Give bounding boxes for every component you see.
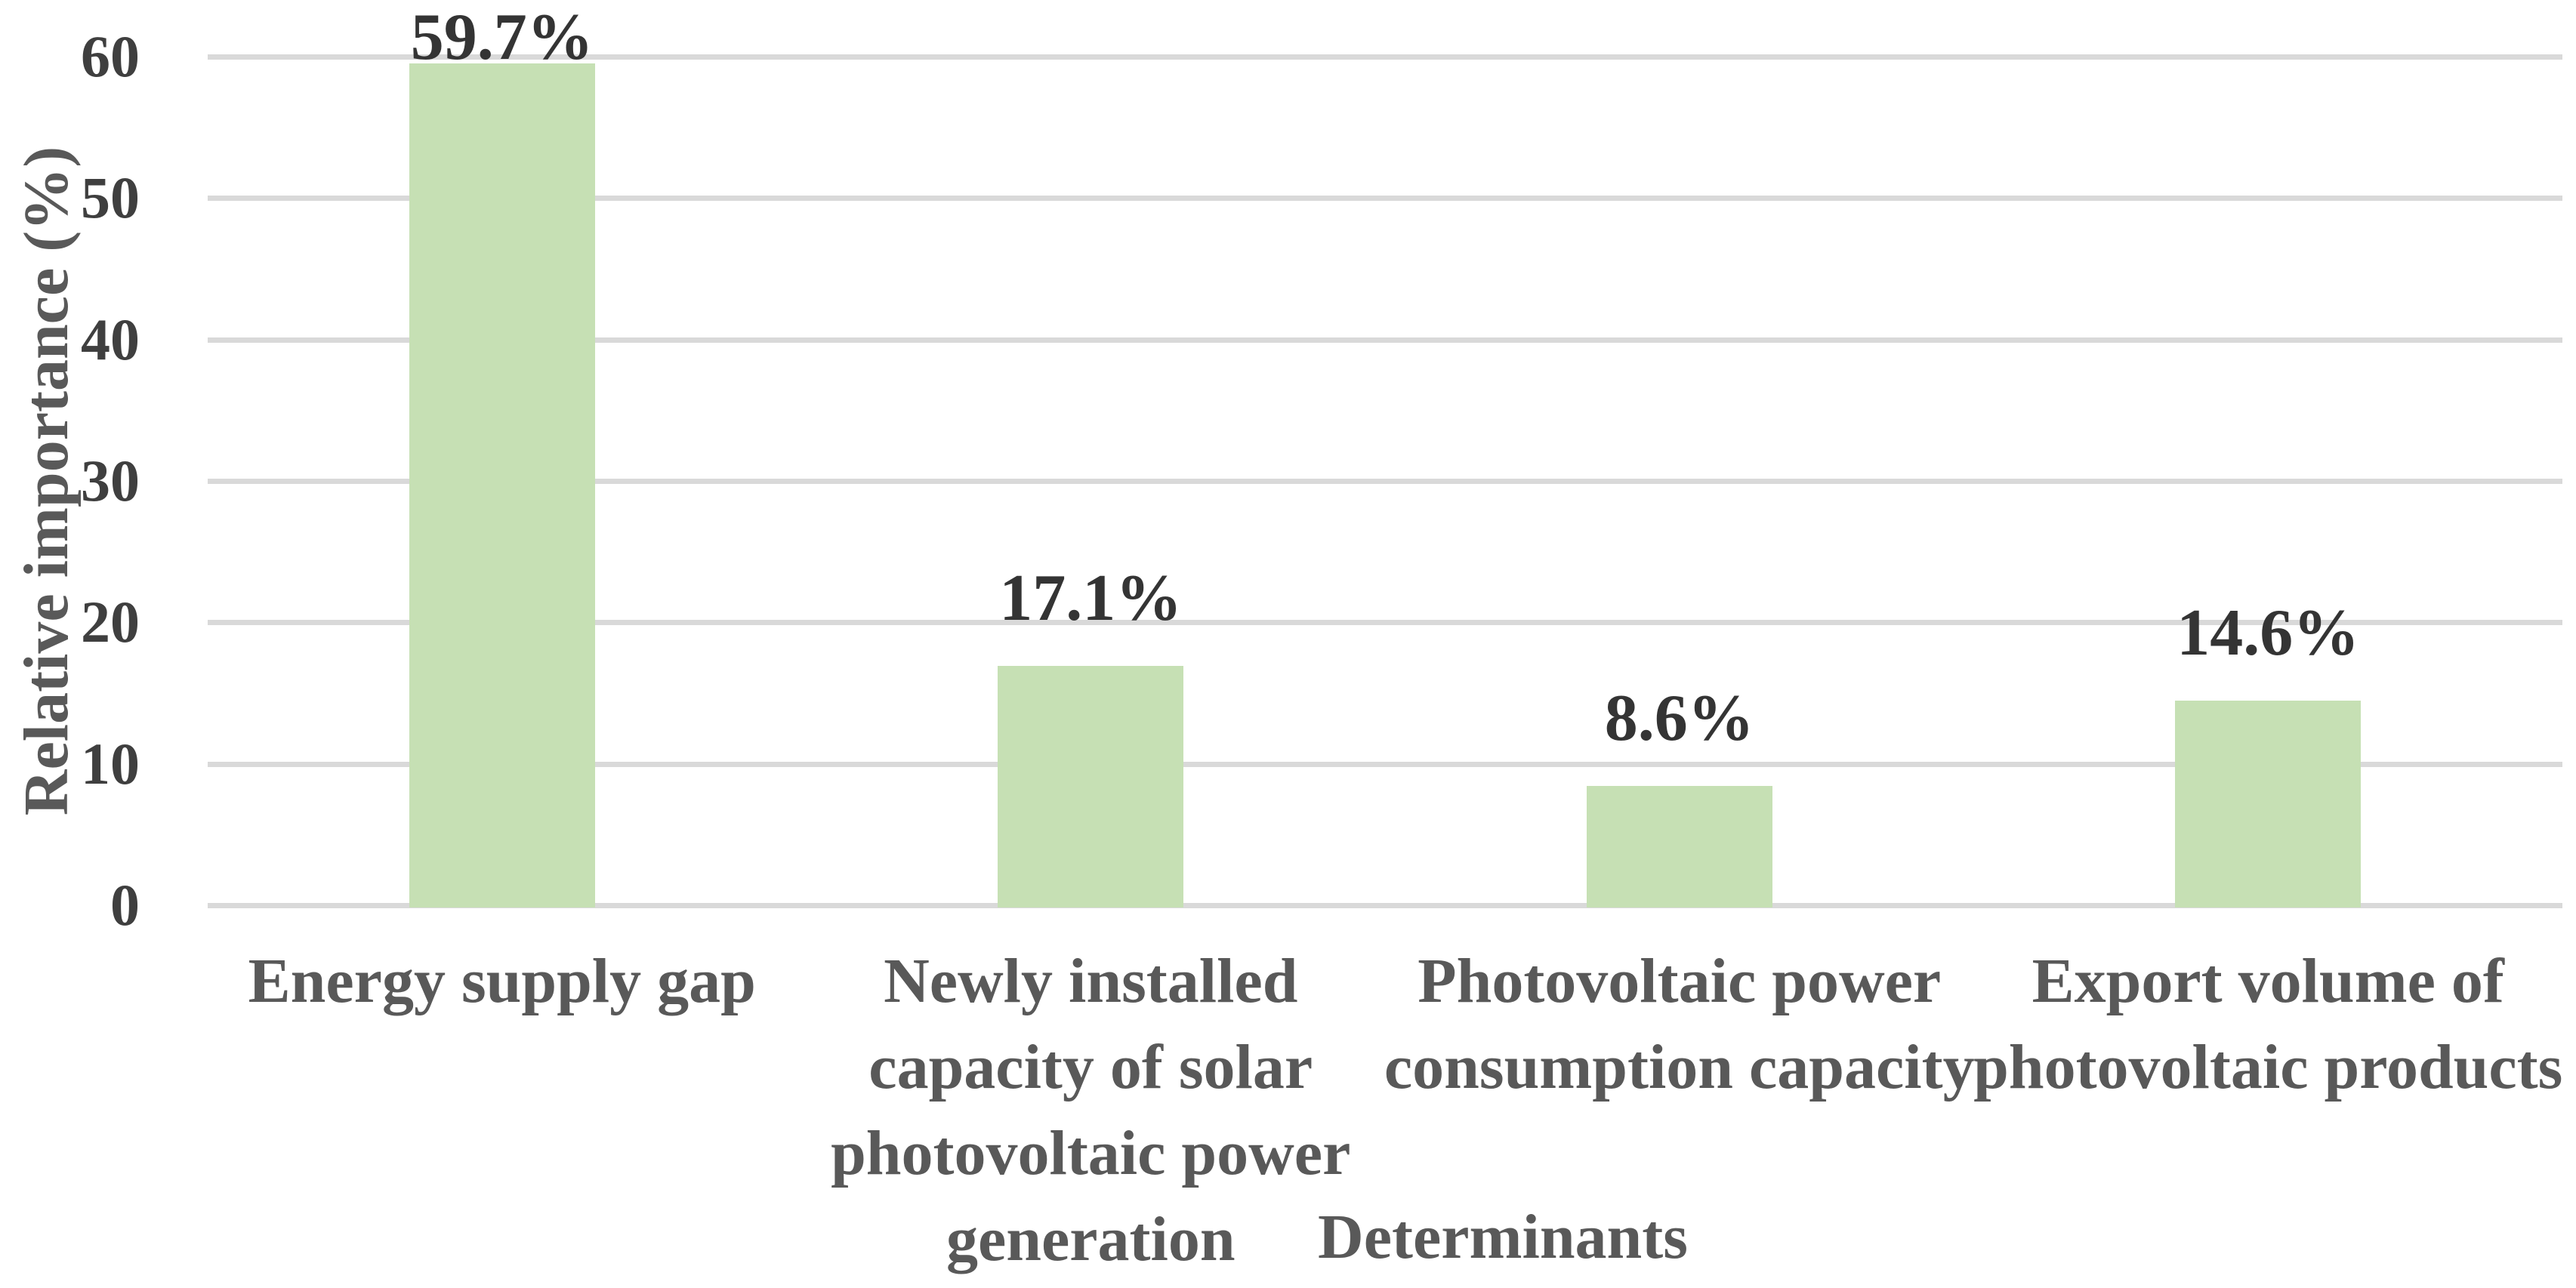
gridline-60: [208, 54, 2562, 60]
gridline-10: [208, 761, 2562, 767]
y-tick-label-0: 0: [110, 872, 140, 938]
data-label-0: 59.7%: [410, 1, 594, 74]
gridline-40: [208, 337, 2562, 343]
bar-1: [998, 665, 1184, 907]
gridline-30: [208, 479, 2562, 484]
bar-2: [1586, 785, 1772, 907]
y-tick-label-20: 20: [81, 589, 140, 655]
y-tick-label-50: 50: [81, 165, 140, 231]
gridline-20: [208, 620, 2562, 626]
y-tick-label-10: 10: [81, 730, 140, 797]
y-tick-label-40: 40: [81, 306, 140, 372]
data-label-3: 14.6%: [2176, 596, 2360, 670]
y-tick-label-30: 30: [81, 448, 140, 513]
data-label-1: 17.1%: [999, 561, 1183, 635]
data-label-2: 8.6%: [1604, 681, 1754, 755]
bar-0: [409, 63, 595, 907]
category-label-3: Export volume of photovoltaic products: [1973, 946, 2563, 1102]
x-axis-title: Determinants: [1318, 1202, 1688, 1272]
category-label-2: Photovoltaic power consumption capacity: [1384, 946, 1975, 1102]
y-tick-label-60: 60: [81, 23, 140, 89]
category-label-0: Energy supply gap: [248, 946, 756, 1016]
category-label-1: Newly installed capacity of solar photov…: [831, 946, 1351, 1274]
gridline-50: [208, 196, 2562, 202]
gridline-0: [208, 903, 2562, 908]
bar-3: [2175, 701, 2362, 907]
